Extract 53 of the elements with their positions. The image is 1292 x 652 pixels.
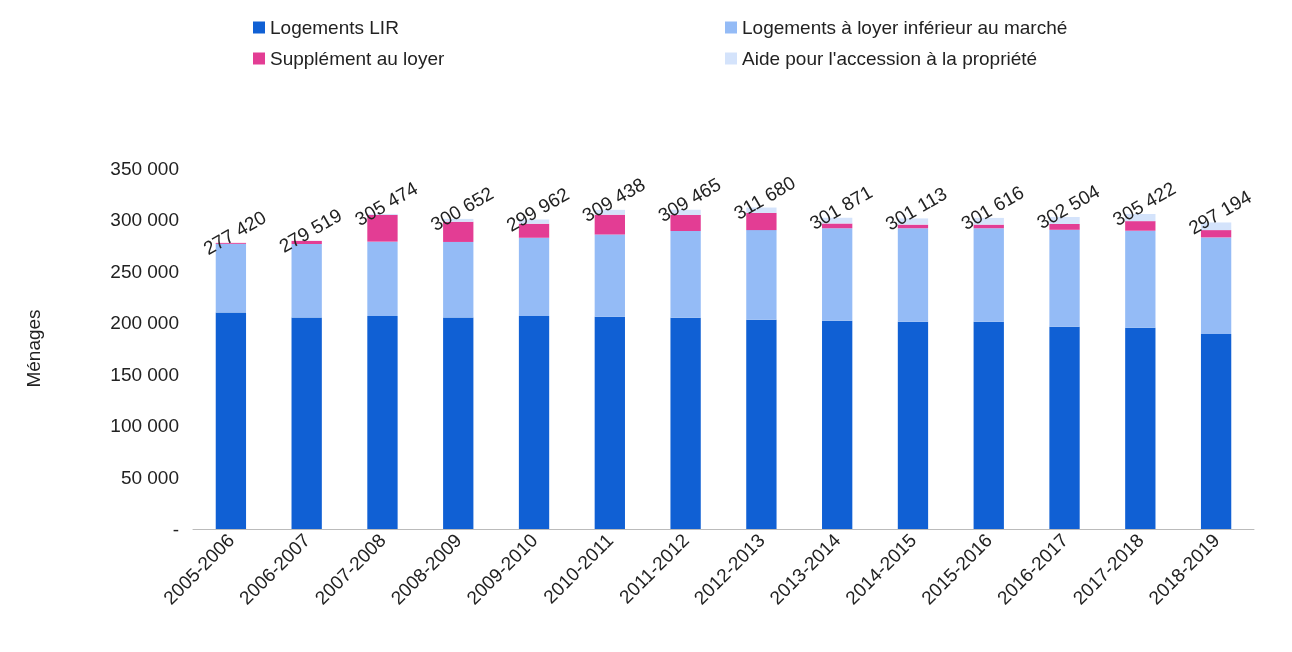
bar [1200, 237, 1232, 335]
y-axis-title: Ménages [23, 309, 44, 388]
bar [973, 228, 1004, 322]
bar [822, 228, 853, 321]
legend-label: Logements à loyer inférieur au marché [742, 17, 1068, 38]
total-label: 309 465 [654, 173, 725, 226]
total-label: 305 422 [1109, 177, 1180, 231]
bar [746, 230, 777, 320]
total-label: 300 652 [427, 182, 497, 235]
total-label: 277 420 [199, 206, 270, 259]
y-tick-label: 150 000 [110, 363, 179, 385]
legend-label: Logements LIR [270, 17, 399, 38]
bar [518, 315, 550, 529]
bar [1125, 327, 1156, 529]
bar [1049, 229, 1080, 327]
bar [443, 317, 474, 529]
total-label: 297 194 [1184, 186, 1255, 239]
bar [746, 319, 777, 529]
total-label: 301 871 [805, 181, 876, 234]
y-tick-label: 250 000 [110, 260, 179, 282]
bar [518, 237, 550, 316]
bar [594, 316, 625, 529]
bar [973, 321, 1004, 529]
total-label: 302 504 [1033, 180, 1104, 234]
bar [822, 320, 853, 529]
bar [291, 317, 322, 529]
bar [670, 231, 701, 318]
y-tick-label: 200 000 [110, 312, 179, 334]
total-label: 309 438 [578, 173, 649, 226]
bar [670, 317, 701, 529]
bar [1049, 326, 1080, 529]
bar [367, 241, 398, 316]
bar [897, 228, 929, 322]
y-tick-label: 50 000 [120, 466, 179, 488]
bar [367, 315, 398, 529]
y-tick-label: - [172, 518, 179, 540]
bar [215, 312, 247, 529]
bar [443, 241, 474, 318]
total-label: 301 616 [957, 181, 1028, 234]
total-label: 279 519 [275, 204, 346, 257]
bar [594, 234, 625, 317]
total-label: 301 113 [881, 182, 951, 235]
bar [897, 321, 929, 529]
legend-label: Supplément au loyer [270, 48, 445, 69]
y-tick-label: 100 000 [110, 415, 179, 437]
total-label: 311 680 [730, 171, 799, 224]
total-label: 299 962 [502, 183, 573, 236]
y-tick-label: 350 000 [110, 157, 179, 179]
legend-label: Aide pour l'accession à la propriété [742, 48, 1038, 69]
total-label: 305 474 [351, 177, 422, 231]
bar [1200, 334, 1232, 529]
bar [1125, 230, 1156, 328]
y-tick-label: 300 000 [110, 209, 179, 231]
